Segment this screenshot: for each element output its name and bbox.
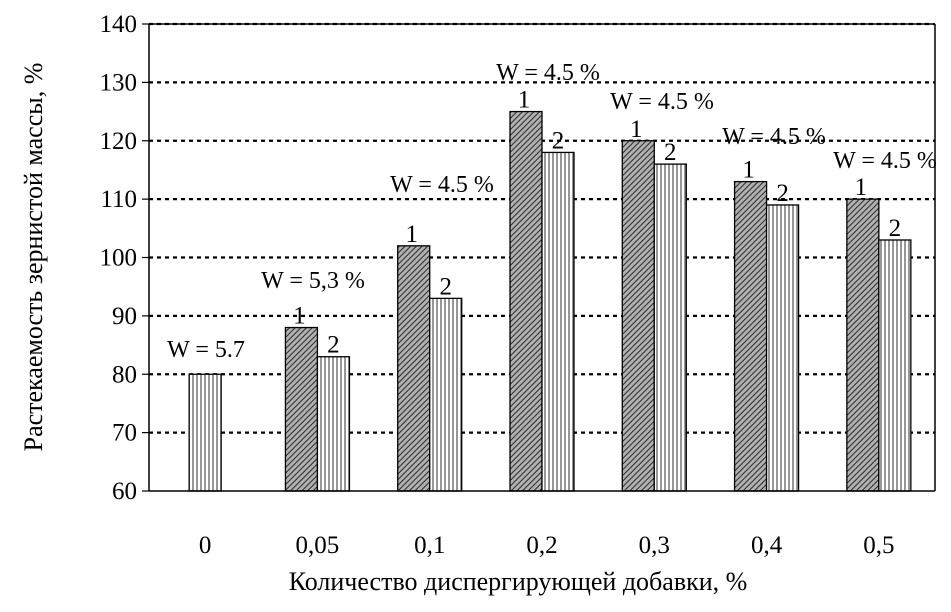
bar-series-2: [765, 204, 800, 492]
bar-series-label: 1: [405, 221, 418, 248]
bar-series-2: [878, 239, 912, 492]
bar-series-label: 2: [664, 139, 677, 166]
bar-series-2: [316, 356, 351, 492]
y-tick-label: 110: [100, 186, 137, 213]
y-tick-label: 60: [112, 478, 137, 505]
bars: [188, 110, 912, 492]
y-tick-labels: 60 70 80 90 100 110 120 130 140: [100, 11, 138, 505]
moisture-annotation: W = 4.5 %: [833, 148, 937, 174]
bar-series-label: 2: [552, 127, 565, 154]
moisture-annotation: W = 5.7: [167, 337, 245, 363]
bar-series-label: 2: [327, 332, 340, 359]
bar-series-1: [621, 140, 655, 492]
y-tick-label: 140: [100, 11, 138, 38]
y-tick-label: 80: [112, 361, 137, 388]
bar-series-label: 1: [630, 116, 643, 143]
y-tick-label: 90: [112, 303, 137, 330]
bar-series-label: 1: [742, 157, 755, 184]
y-tick-label: 130: [100, 69, 138, 96]
x-tick-label: 0,4: [751, 532, 783, 559]
bar-series-1: [733, 180, 768, 492]
bar-series-label: 1: [855, 174, 868, 201]
moisture-annotation: W = 4.5 %: [496, 60, 600, 86]
axes: [142, 23, 936, 492]
x-tick-label: 0,2: [526, 532, 557, 559]
x-axis-title: Количество диспергирующей добавки, %: [289, 567, 748, 596]
bar-series-label: 2: [439, 273, 452, 300]
moisture-annotation: W = 4.5 %: [390, 172, 494, 198]
annotations: W = 5.7 W = 5,3 % W = 4.5 % W = 4.5 % W = 4.…: [167, 60, 937, 363]
x-tick-label: 0,5: [863, 532, 894, 559]
bar-series-2: [541, 151, 575, 492]
bar-series-1: [284, 326, 319, 492]
y-axis-title: Растекаемость зернистой массы, %: [19, 63, 48, 452]
x-tick-label: 0,05: [296, 532, 340, 559]
x-tick-label: 0: [199, 532, 212, 559]
bar-series-2: [429, 297, 463, 492]
y-tick-label: 70: [112, 420, 137, 447]
bar-series-label: 2: [776, 180, 789, 207]
y-tick-label: 100: [100, 245, 138, 272]
bar-series-1: [509, 110, 543, 492]
bar-series-label: 1: [293, 303, 306, 330]
moisture-annotation: W = 4.5 %: [722, 124, 826, 150]
bar-series-label: 1: [518, 87, 531, 114]
bar-series-label: 2: [889, 215, 902, 242]
bar-series-1: [397, 245, 431, 492]
x-tick-label: 0,1: [414, 532, 445, 559]
bar-series-1: [846, 198, 880, 492]
x-tick-labels: 0 0,05 0,1 0,2 0,3 0,4 0,5: [199, 532, 895, 559]
bar-series-2: [653, 163, 687, 492]
y-tick-label: 120: [100, 128, 138, 155]
moisture-annotation: W = 5,3 %: [261, 268, 365, 294]
bar-series-2: [188, 373, 222, 492]
x-tick-label: 0,3: [639, 532, 670, 559]
moisture-annotation: W = 4.5 %: [610, 89, 714, 115]
